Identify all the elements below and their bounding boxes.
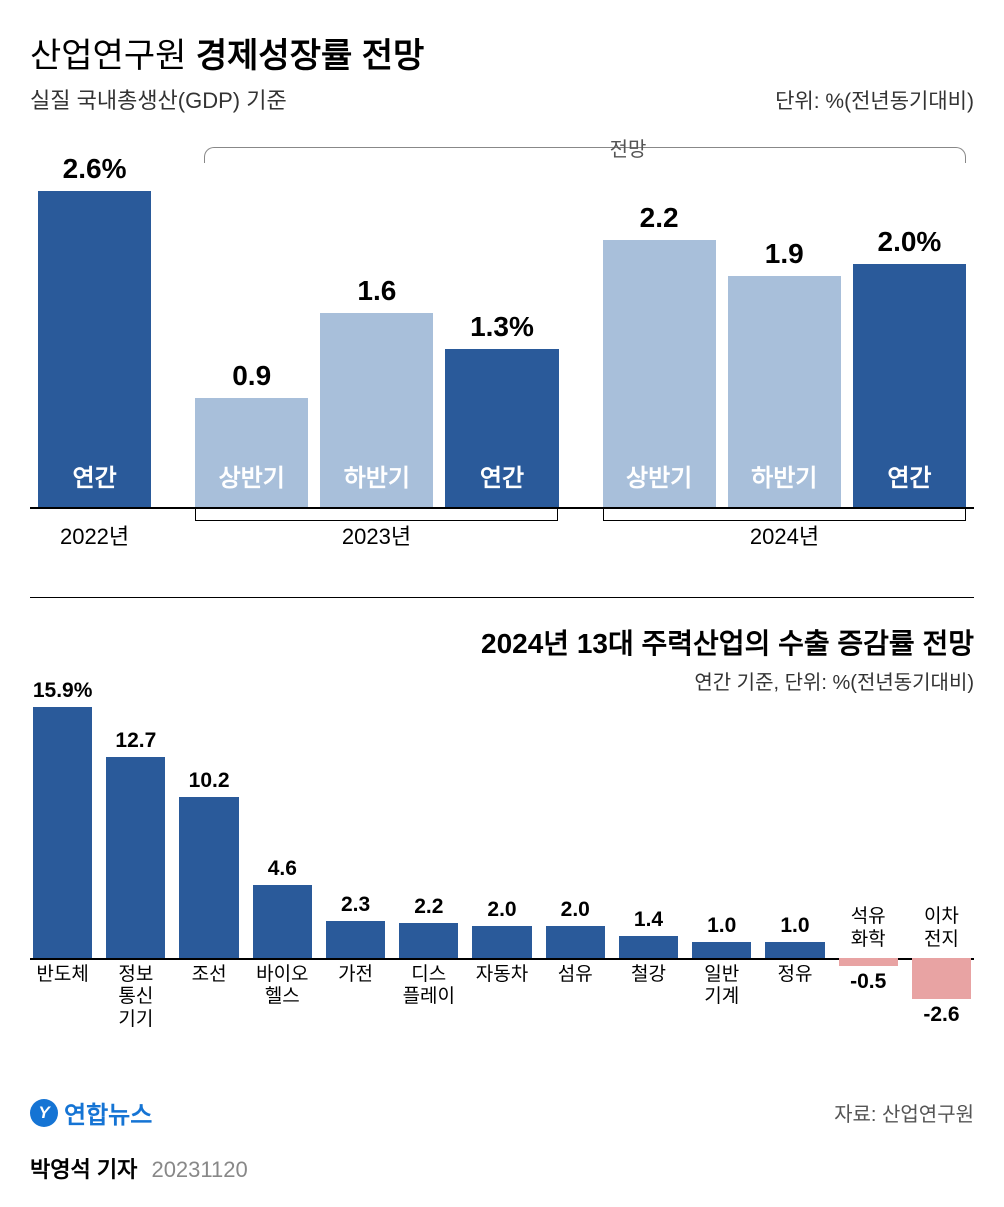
export-bar-value: 1.0 — [689, 914, 754, 938]
gdp-bar-period: 상반기 — [626, 458, 692, 507]
byline: 박영석 기자 20231120 — [30, 1152, 974, 1184]
export-bar-label: 반도체 — [26, 964, 99, 987]
gdp-bar-value: 1.6 — [357, 275, 396, 307]
source-label: 자료: 산업연구원 — [834, 1098, 974, 1127]
subtitle: 실질 국내총생산(GDP) 기준 — [30, 83, 287, 115]
gdp-bar: 0.9 상반기 — [195, 360, 308, 507]
export-bar: 4.6바이오헬스 — [250, 705, 315, 1005]
export-bar: -2.6이차전지 — [909, 705, 974, 1005]
title-bold: 경제성장률 전망 — [196, 37, 424, 75]
export-bar-label: 디스플레이 — [392, 964, 465, 1010]
gdp-chart: 전망 2.6% 연간 0.9 상반기 1.6 하반기 1.3% 연간 2.2 상반기 1.9 하반기 2… — [30, 129, 974, 549]
export-bar-value: 2.3 — [323, 893, 388, 917]
export-bar: 1.0정유 — [762, 705, 827, 1005]
logo: Y 연합뉴스 — [30, 1095, 152, 1130]
gdp-bar-period: 상반기 — [219, 458, 285, 507]
gdp-xaxis-2022: 2022년 — [38, 519, 151, 549]
export-bar: 15.9%반도체 — [30, 705, 95, 1005]
gdp-bar-value: 1.9 — [765, 238, 804, 270]
export-bar: 2.2디스플레이 — [396, 705, 461, 1005]
export-bar-label: 섬유 — [539, 964, 612, 987]
export-bar: 2.3가전 — [323, 705, 388, 1005]
export-bar-value: 4.6 — [250, 857, 315, 881]
export-bar-value: 1.0 — [762, 914, 827, 938]
export-bar-value: 12.7 — [103, 729, 168, 753]
export-bar-label: 자동차 — [465, 964, 538, 987]
forecast-label: 전망 — [290, 133, 966, 162]
export-bar: 12.7정보통신기기 — [103, 705, 168, 1005]
gdp-bar-value: 0.9 — [232, 360, 271, 392]
export-chart-header: 2024년 13대 주력산업의 수출 증감률 전망 연간 기준, 단위: %(전… — [30, 622, 974, 695]
gdp-bar: 1.3% 연간 — [445, 311, 558, 507]
gdp-bar-period: 하반기 — [344, 458, 410, 507]
gdp-bar-period: 연간 — [887, 458, 931, 507]
export-bar-value: 1.4 — [616, 908, 681, 932]
gdp-bar: 2.6% 연간 — [38, 153, 151, 507]
export-bar-label: 조선 — [172, 964, 245, 987]
export-bar-label: 이차전지 — [905, 906, 978, 952]
gdp-bar-period: 연간 — [72, 458, 116, 507]
footer: Y 연합뉴스 자료: 산업연구원 — [30, 1095, 974, 1130]
gdp-bar: 2.0% 연간 — [853, 226, 966, 507]
gdp-xaxis-2024-label: 2024년 — [603, 519, 966, 551]
export-chart-subtitle: 연간 기준, 단위: %(전년동기대비) — [30, 666, 974, 695]
section-divider — [30, 597, 974, 598]
gdp-bar: 1.6 하반기 — [320, 275, 433, 507]
byline-date: 20231120 — [151, 1157, 247, 1182]
gdp-bar: 1.9 하반기 — [728, 238, 841, 507]
export-bar-label: 석유화학 — [832, 906, 905, 952]
export-bar-value: 2.2 — [396, 895, 461, 919]
export-chart: 15.9%반도체12.7정보통신기기10.2조선4.6바이오헬스2.3가전2.2… — [30, 705, 974, 1005]
page-title: 산업연구원 경제성장률 전망 — [30, 28, 974, 77]
logo-icon: Y — [30, 1099, 58, 1127]
export-bar-value: 10.2 — [176, 769, 241, 793]
export-bar: 10.2조선 — [176, 705, 241, 1005]
export-bar-label: 철강 — [612, 964, 685, 987]
export-bar: -0.5석유화학 — [836, 705, 901, 1005]
byline-name: 박영석 기자 — [30, 1157, 137, 1182]
export-bar: 2.0자동차 — [469, 705, 534, 1005]
logo-text: 연합뉴스 — [64, 1095, 152, 1130]
export-bar-value: -2.6 — [909, 1003, 974, 1027]
gdp-bar-period: 하반기 — [751, 458, 817, 507]
export-bar-value: -0.5 — [836, 970, 901, 994]
export-bar: 1.4철강 — [616, 705, 681, 1005]
export-bar-label: 바이오헬스 — [246, 964, 319, 1010]
title-light: 산업연구원 — [30, 37, 196, 75]
gdp-xaxis-2023-label: 2023년 — [195, 519, 558, 551]
gdp-bar: 2.2 상반기 — [603, 202, 716, 507]
gdp-bar-period: 연간 — [480, 458, 524, 507]
export-bar-value: 2.0 — [543, 898, 608, 922]
export-bar: 2.0섬유 — [543, 705, 608, 1005]
unit-label: 단위: %(전년동기대비) — [775, 85, 974, 115]
export-bar-label: 정보통신기기 — [99, 964, 172, 1032]
gdp-bar-value: 2.0% — [878, 226, 942, 258]
export-bar: 1.0일반기계 — [689, 705, 754, 1005]
export-bar-value: 2.0 — [469, 898, 534, 922]
gdp-bar-value: 2.6% — [63, 153, 127, 185]
export-bar-label: 가전 — [319, 964, 392, 987]
export-bar-value: 15.9% — [30, 679, 95, 703]
export-bar-label: 정유 — [758, 964, 831, 987]
gdp-bar-value: 1.3% — [470, 311, 534, 343]
export-chart-title: 2024년 13대 주력산업의 수출 증감률 전망 — [30, 622, 974, 662]
gdp-bar-value: 2.2 — [640, 202, 679, 234]
header-subrow: 실질 국내총생산(GDP) 기준 단위: %(전년동기대비) — [30, 83, 974, 115]
export-bar-label: 일반기계 — [685, 964, 758, 1010]
